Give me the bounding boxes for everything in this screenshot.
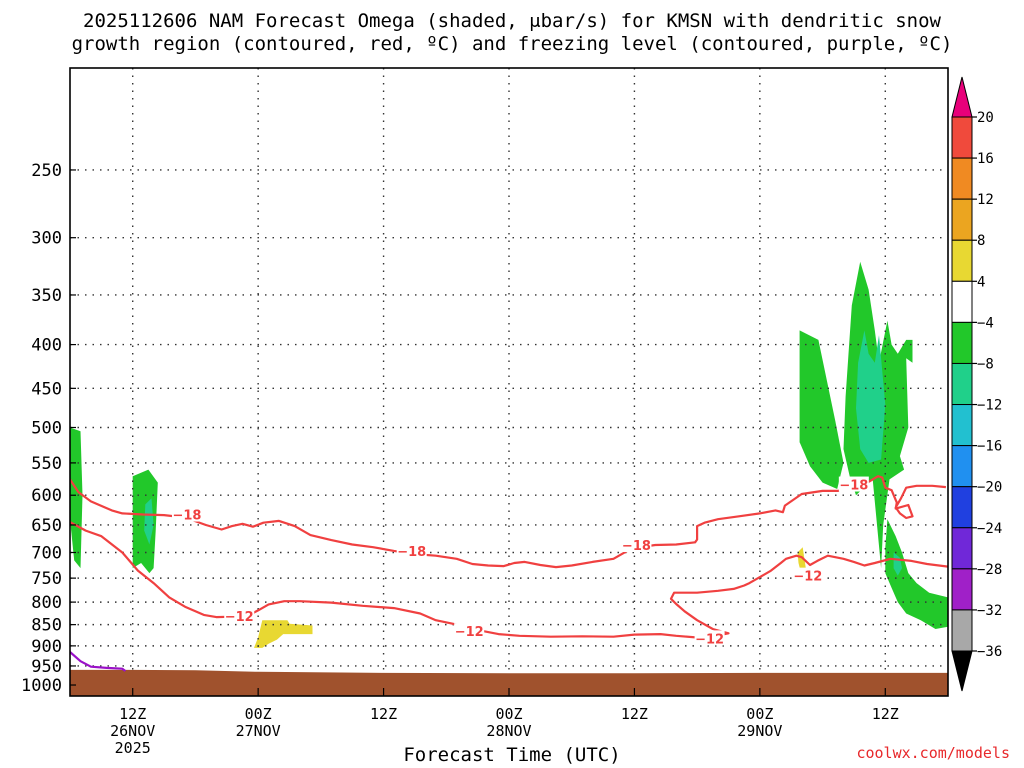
colorbar-band — [951, 116, 973, 159]
y-tick-label: 600 — [31, 486, 62, 506]
freezing-level-contour — [70, 651, 127, 672]
colorbar-band — [951, 362, 973, 406]
contour-label-bg — [454, 623, 485, 639]
x-tick-label: 29NOV — [737, 722, 782, 740]
x-tick-label: 28NOV — [486, 722, 531, 740]
y-tick-label: 700 — [31, 544, 62, 564]
colorbar-band — [951, 445, 973, 488]
x-tick-label: 00Z — [495, 705, 522, 723]
x-tick-label: 27NOV — [236, 722, 281, 740]
colorbar-label: −28 — [977, 562, 1002, 578]
colorbar-label: 8 — [977, 233, 985, 249]
contour-label-layer: −18 −18 −18 −18 −12 −12 −12 −12 — [171, 476, 869, 647]
contour-label: −12 — [793, 570, 822, 585]
contour-label-bg — [224, 607, 255, 623]
colorbar-bottom-arrow — [951, 650, 973, 692]
y-tick-label: 950 — [31, 657, 62, 677]
contour-label: −12 — [455, 625, 484, 640]
colorbar-band — [951, 486, 973, 529]
colorbar-band — [951, 527, 973, 570]
colorbar-band — [951, 404, 973, 447]
x-tick-label: 2025 — [115, 739, 151, 757]
contour-label: −18 — [172, 509, 201, 524]
y-tick-label: 800 — [31, 593, 62, 613]
x-tick-label: 26NOV — [110, 722, 155, 740]
colorbar-label: −4 — [977, 315, 994, 331]
y-axis-tick-layer: 2503003504004505005506006507007508008509… — [21, 161, 76, 696]
y-tick-label: 450 — [31, 379, 62, 399]
colorbar-band — [951, 321, 973, 364]
contour-label-bg — [694, 630, 725, 646]
terrain-fill — [70, 669, 948, 696]
chart-title-line-1: 2025112606 NAM Forecast Omega (shaded, μ… — [83, 10, 941, 32]
x-tick-label: 12Z — [872, 705, 899, 723]
colorbar-band — [951, 239, 973, 282]
colorbar-label: 4 — [977, 274, 985, 290]
y-tick-label: 850 — [31, 616, 62, 636]
colorbar-top-arrow — [951, 76, 973, 118]
omega-region-green-upper-plume-a — [799, 330, 844, 489]
colorbar-label: −36 — [977, 644, 1002, 660]
contour-label-bg — [792, 567, 823, 583]
y-tick-label: 400 — [31, 336, 62, 356]
omega-region-teal-early-12z — [144, 498, 154, 545]
colorbar-band — [951, 568, 973, 611]
colorbar-label: −12 — [977, 398, 1002, 414]
colorbar-label: 20 — [977, 110, 994, 126]
contour-label: −18 — [397, 545, 426, 560]
colorbar-label: −16 — [977, 439, 1002, 455]
colorbar-band — [951, 609, 973, 652]
contour-label-bg — [396, 542, 427, 558]
y-tick-label: 900 — [31, 637, 62, 657]
x-tick-label: 12Z — [370, 705, 397, 723]
y-tick-label: 1000 — [21, 676, 62, 696]
colorbar-band — [951, 157, 973, 200]
x-tick-label: 00Z — [245, 705, 272, 723]
y-tick-label: 350 — [31, 286, 62, 306]
x-tick-label: 12Z — [621, 705, 648, 723]
y-tick-label: 300 — [31, 229, 62, 249]
contour-label-bg — [171, 506, 202, 522]
omega-shading-layer — [70, 261, 948, 648]
omega-region-yellow-day2 — [254, 620, 313, 648]
colorbar-label: −24 — [977, 521, 1002, 537]
colorbar-label: 12 — [977, 192, 994, 208]
x-axis-label: Forecast Time (UTC) — [403, 744, 621, 766]
colorbar-label: −8 — [977, 356, 994, 372]
y-tick-label: 550 — [31, 454, 62, 474]
omega-region-green-early-left — [70, 427, 83, 569]
colorbar-label: −32 — [977, 603, 1002, 619]
x-tick-label: 12Z — [119, 705, 146, 723]
y-tick-label: 750 — [31, 569, 62, 589]
omega-region-teal-upper-plume — [856, 330, 886, 463]
colorbar-label: 16 — [977, 151, 994, 167]
contour-label-bg — [838, 476, 869, 492]
y-tick-label: 250 — [31, 161, 62, 181]
contour-label: −12 — [225, 610, 254, 625]
chart-title-line-2: growth region (contoured, red, ºC) and f… — [71, 33, 953, 55]
omega-region-green-lower-right — [885, 519, 948, 629]
colorbar: 20 16 12 8 4 −4 −8 −12 −16 −20 −24 −28 −32 −36 — [951, 76, 1002, 692]
contour-label: −12 — [695, 632, 724, 647]
y-tick-label: 500 — [31, 418, 62, 438]
colorbar-label: −20 — [977, 480, 1002, 496]
source-credit: coolwx.com/models — [856, 744, 1010, 762]
colorbar-band — [951, 280, 973, 323]
y-tick-label: 650 — [31, 516, 62, 536]
colorbar-band — [951, 198, 973, 241]
contour-label-bg — [621, 536, 652, 552]
x-tick-label: 00Z — [746, 705, 773, 723]
contour-label: −18 — [622, 539, 651, 554]
contour-label: −18 — [839, 479, 868, 494]
terrain-layer — [70, 669, 948, 696]
